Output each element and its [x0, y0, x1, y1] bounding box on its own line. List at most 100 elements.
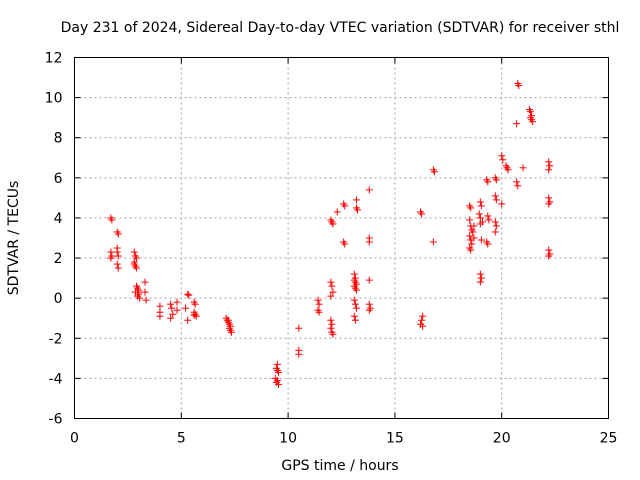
y-tick-label: 2	[54, 251, 63, 267]
data-point	[476, 220, 484, 228]
data-point	[545, 166, 553, 174]
data-point	[341, 240, 349, 248]
data-point	[365, 238, 373, 246]
data-point	[328, 320, 336, 328]
data-point	[227, 328, 235, 336]
data-point	[477, 236, 485, 244]
data-point	[273, 360, 281, 368]
data-point	[352, 286, 360, 294]
y-axis-label: SDTVAR / TECUs	[6, 181, 22, 296]
data-point	[365, 306, 373, 314]
data-point	[352, 304, 360, 312]
data-point	[466, 232, 474, 240]
ticks-layer: 0 5 10 15 20 25 -6 -4 -2 0 2 4 6 8 10 12	[45, 51, 618, 447]
plot-frame	[74, 57, 609, 419]
data-point	[545, 246, 553, 254]
data-point	[182, 304, 190, 312]
data-point	[167, 300, 175, 308]
y-tick-label: -2	[49, 331, 63, 347]
data-point	[191, 300, 199, 308]
data-point	[168, 304, 176, 312]
data-point	[327, 292, 335, 300]
data-point	[329, 288, 337, 296]
data-point	[477, 202, 485, 210]
data-point	[156, 302, 164, 310]
data-point	[272, 378, 280, 386]
data-point	[354, 206, 362, 214]
data-point	[113, 260, 121, 268]
data-point	[350, 312, 358, 320]
data-point	[327, 278, 335, 286]
y-tick-label: 6	[54, 171, 63, 187]
data-point	[499, 156, 507, 164]
data-point	[295, 324, 303, 332]
data-point	[418, 316, 426, 324]
data-point	[365, 300, 373, 308]
data-point	[130, 248, 138, 256]
data-point	[295, 350, 303, 358]
data-point	[274, 368, 282, 376]
data-point	[315, 308, 323, 316]
data-point	[114, 264, 122, 272]
data-point	[491, 218, 499, 226]
data-point	[513, 120, 521, 128]
data-point	[341, 202, 349, 210]
data-point	[430, 168, 438, 176]
data-point	[352, 196, 360, 204]
data-point	[315, 300, 323, 308]
data-point	[469, 228, 477, 236]
data-point	[350, 296, 358, 304]
data-marks	[107, 80, 554, 388]
data-point	[328, 282, 336, 290]
data-point	[169, 310, 177, 318]
data-point	[466, 216, 474, 224]
data-point	[476, 214, 484, 222]
chart-title: Day 231 of 2024, Sidereal Day-to-day VTE…	[61, 20, 620, 36]
data-point	[351, 316, 359, 324]
data-point	[476, 270, 484, 278]
data-point	[491, 228, 499, 236]
x-tick-label: 5	[177, 431, 186, 447]
x-tick-label: 25	[600, 431, 618, 447]
data-point	[184, 316, 192, 324]
data-point	[492, 196, 500, 204]
data-point	[419, 312, 427, 320]
data-point	[491, 192, 499, 200]
data-point	[484, 240, 492, 248]
data-point	[470, 222, 478, 230]
data-point	[114, 230, 122, 238]
data-point	[156, 312, 164, 320]
data-point	[492, 222, 500, 230]
y-tick-label: 0	[54, 291, 63, 307]
grid-layer	[74, 57, 609, 419]
data-point	[190, 311, 198, 319]
data-point	[141, 288, 149, 296]
data-point	[419, 322, 427, 330]
y-tick-label: 8	[54, 131, 63, 147]
data-point	[141, 278, 149, 286]
y-tick-label: 4	[54, 211, 63, 227]
data-point	[224, 316, 232, 324]
data-point	[329, 330, 337, 338]
data-point	[135, 288, 143, 296]
x-tick-label: 10	[279, 431, 297, 447]
data-point	[132, 264, 140, 272]
data-point	[365, 276, 373, 284]
data-point	[477, 274, 485, 282]
x-tick-label: 0	[70, 431, 79, 447]
data-point	[467, 246, 475, 254]
data-point	[350, 270, 358, 278]
data-point	[484, 178, 492, 186]
data-point	[498, 200, 506, 208]
data-point	[527, 108, 535, 116]
data-point	[529, 118, 537, 126]
x-tick-label: 20	[493, 431, 511, 447]
data-point	[545, 200, 553, 208]
data-point	[514, 182, 522, 190]
data-point	[108, 216, 116, 224]
data-point	[468, 240, 476, 248]
data-point	[476, 278, 484, 286]
data-point	[107, 248, 115, 256]
data-point	[545, 194, 553, 202]
